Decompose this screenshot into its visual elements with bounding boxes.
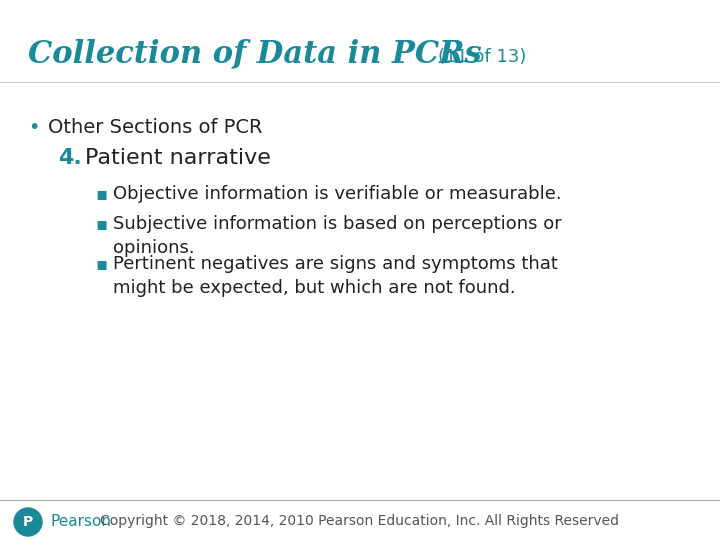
Text: Subjective information is based on perceptions or
opinions.: Subjective information is based on perce… [113, 215, 562, 257]
Text: P: P [23, 515, 33, 529]
Text: (11 of 13): (11 of 13) [438, 48, 526, 66]
Text: Pearson: Pearson [50, 515, 111, 530]
Text: ▪: ▪ [95, 255, 107, 273]
Text: Collection of Data in PCRs: Collection of Data in PCRs [28, 38, 482, 69]
Text: Pertinent negatives are signs and symptoms that
might be expected, but which are: Pertinent negatives are signs and sympto… [113, 255, 558, 298]
Text: ▪: ▪ [95, 185, 107, 203]
Text: ▪: ▪ [95, 215, 107, 233]
Text: Objective information is verifiable or measurable.: Objective information is verifiable or m… [113, 185, 562, 203]
Text: Other Sections of PCR: Other Sections of PCR [48, 118, 263, 137]
Text: •: • [28, 118, 40, 137]
Circle shape [14, 508, 42, 536]
Text: Copyright © 2018, 2014, 2010 Pearson Education, Inc. All Rights Reserved: Copyright © 2018, 2014, 2010 Pearson Edu… [101, 514, 619, 528]
Text: Patient narrative: Patient narrative [85, 148, 271, 168]
Text: 4.: 4. [58, 148, 82, 168]
